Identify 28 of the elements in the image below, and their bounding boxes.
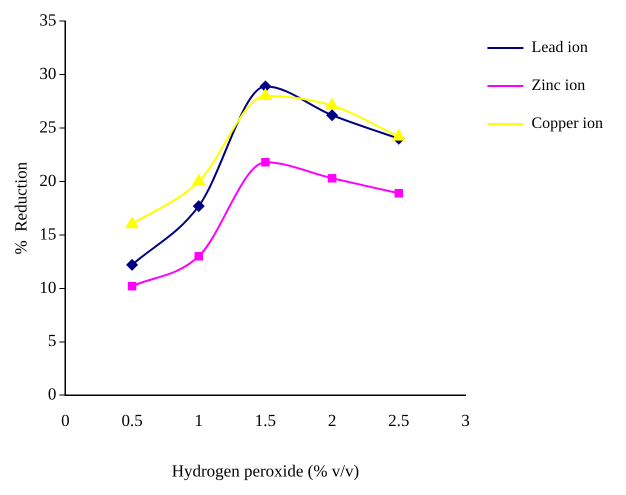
legend-label: Zinc ion <box>531 77 586 94</box>
x-tick-label: 1.5 <box>254 410 276 430</box>
point <box>192 200 205 212</box>
point <box>194 252 203 261</box>
point <box>128 282 136 290</box>
x-tick-label: 2 <box>328 410 336 430</box>
point <box>394 189 404 198</box>
y-tick-label: 30 <box>39 64 56 84</box>
y-tick-label: 25 <box>39 118 56 137</box>
x-tick-label: 3 <box>461 410 470 430</box>
y-tick-label: 0 <box>48 384 56 404</box>
y-tick-label: 15 <box>39 224 56 244</box>
point <box>126 258 138 271</box>
x-tick-label: 2.5 <box>388 410 410 430</box>
legend-label: Lead ion <box>531 39 588 56</box>
y-tick-label: 35 <box>39 10 56 30</box>
point <box>326 109 338 122</box>
y-axis-title: % Reduction <box>12 161 31 254</box>
x-axis-title: Hydrogen peroxide (% v/v) <box>172 461 360 480</box>
x-tick-label: 0.5 <box>121 410 143 430</box>
point <box>328 174 336 183</box>
y-tick-label: 5 <box>48 331 56 350</box>
x-tick-label: 1 <box>194 410 203 430</box>
legend-label: Copper ion <box>531 115 603 132</box>
y-tick-label: 10 <box>39 278 56 297</box>
y-tick-label: 20 <box>39 170 56 190</box>
x-tick-label: 0 <box>61 410 70 430</box>
point <box>261 158 270 166</box>
